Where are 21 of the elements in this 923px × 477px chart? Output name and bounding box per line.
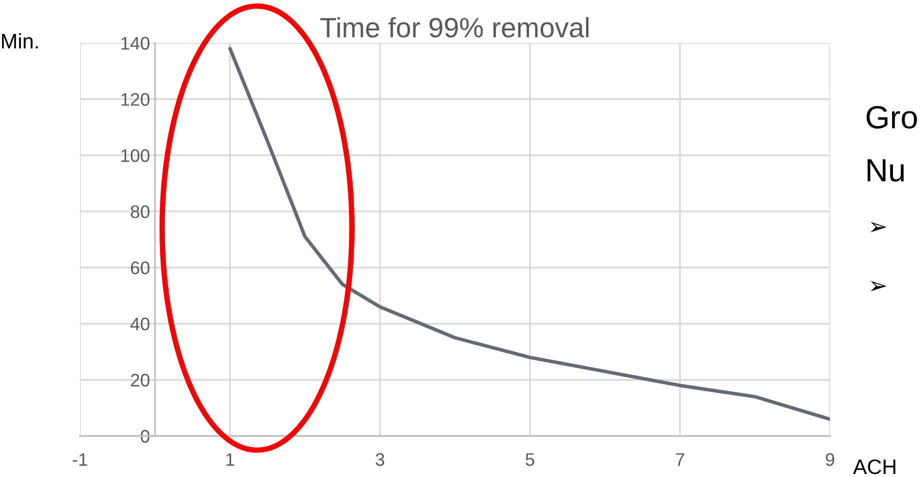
x-tick-label: 9	[826, 453, 834, 466]
x-tick-label: 3	[376, 453, 384, 466]
y-tick-label: 80	[130, 205, 150, 218]
text: ➢	[870, 280, 887, 292]
text: Nu	[868, 159, 904, 182]
y-tick-label: 40	[130, 318, 150, 330]
y-tick-label: 60	[130, 262, 150, 274]
text: Gro	[866, 106, 917, 129]
y-tick-label: 100	[121, 149, 150, 162]
x-tick-label: 7	[676, 453, 684, 466]
text: ➢	[870, 222, 887, 232]
y-tick-label: 20	[130, 374, 150, 387]
x-tick-label: 5	[526, 453, 534, 466]
x-axis-title: ACH	[853, 459, 896, 474]
chart-title: Time for 99% removal	[320, 17, 588, 38]
x-tick-label: -1	[72, 453, 88, 466]
x-tick-label: 1	[226, 453, 234, 466]
y-tick-label: 120	[121, 93, 150, 106]
line-series	[228, 46, 830, 421]
y-tick-label: 140	[121, 36, 150, 50]
y-axis-title: Min.	[2, 33, 38, 48]
